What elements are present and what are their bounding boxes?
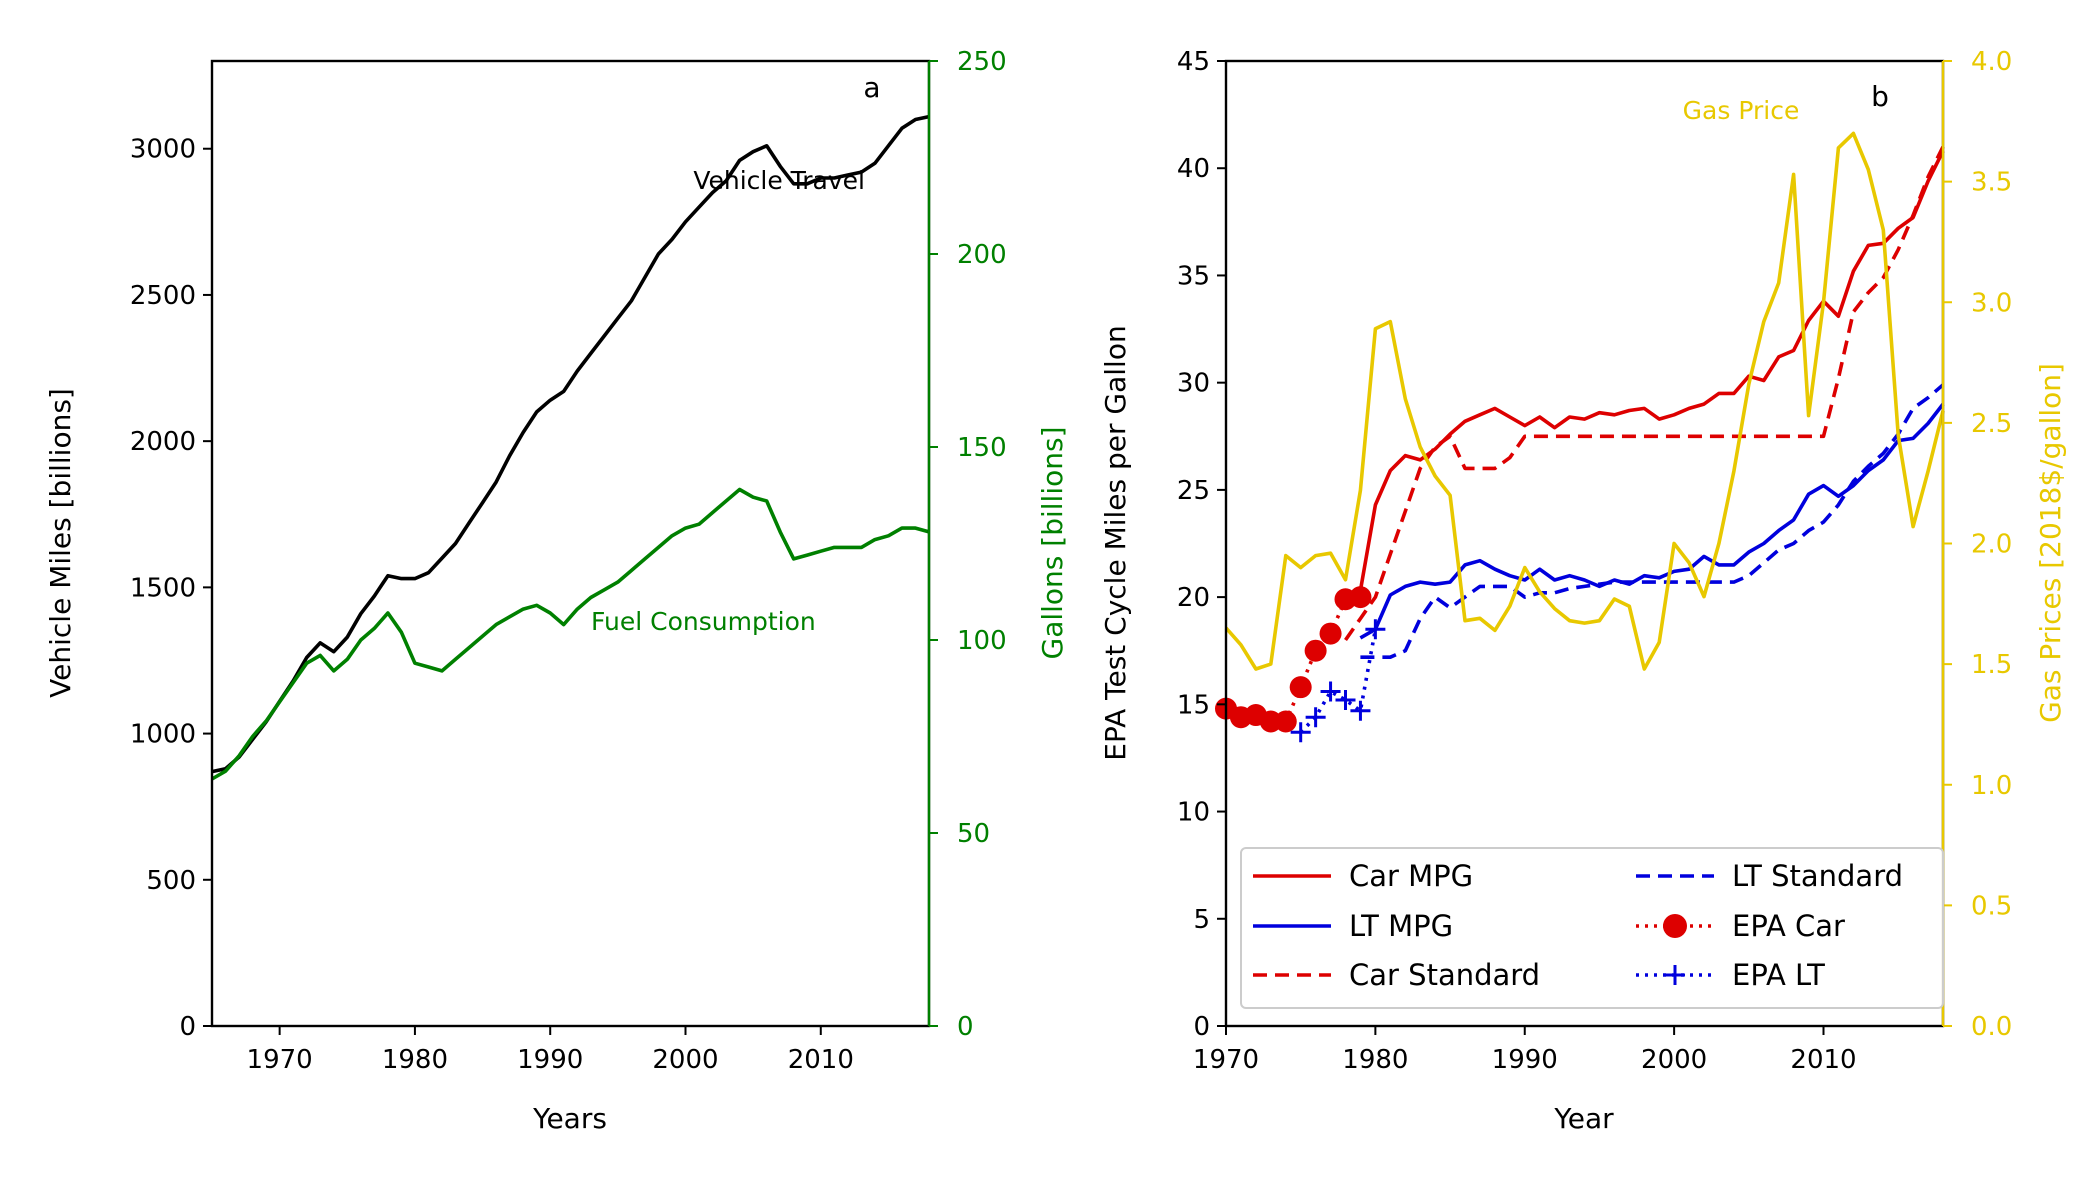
y-tick-label: 5 — [1193, 905, 1210, 935]
epa-car-point — [1289, 676, 1312, 699]
y-tick-label: 15 — [1177, 690, 1210, 720]
y2-tick-label: 50 — [957, 819, 990, 849]
panel-b-ticks: 1970 1980 1990 2000 2010 0 5 10 15 20 25 30 35 40 45 0.… — [1177, 47, 2012, 1075]
y2-tick-label: 2.5 — [1971, 409, 2012, 439]
y2-tick-label: 200 — [957, 240, 1007, 270]
lt-standard-line — [1360, 383, 1945, 660]
x-tick-label: 1990 — [1492, 1045, 1558, 1075]
fuel-consumption-annotation: Fuel Consumption — [591, 607, 816, 636]
epa-car-point — [1274, 710, 1297, 733]
epa-car-point — [1304, 639, 1327, 662]
panel-a-ticks: 1970 1980 1990 2000 201005001000150020002500… — [130, 47, 1007, 1075]
y2-tick-label: 4.0 — [1971, 47, 2012, 77]
panel-b: 1970 1980 1990 2000 2010 0 5 10 15 20 25 30 35 40 45 0.… — [1099, 47, 2067, 1135]
y-tick-label: 0 — [179, 1012, 196, 1042]
car-mpg-line — [1344, 150, 1945, 601]
y-tick-label: 1000 — [130, 720, 196, 750]
y-tick-label: 2000 — [130, 427, 196, 457]
epa-lt-point — [1365, 619, 1386, 640]
y2-tick-label: 3.0 — [1971, 288, 2012, 318]
gas-price-annotation: Gas Price — [1683, 96, 1800, 125]
y2-tick-label: 100 — [957, 626, 1007, 656]
panel-a: 1970 1980 1990 2000 201005001000150020002500… — [44, 47, 1069, 1135]
y2-tick-label: 0.0 — [1971, 1012, 2012, 1042]
legend-label-lt-mpg: LT MPG — [1349, 909, 1453, 943]
x-tick-label: 2000 — [1641, 1045, 1707, 1075]
y2-tick-label: 0 — [957, 1012, 974, 1042]
panel-a-y2label: Gallons [billions] — [1036, 427, 1069, 660]
panel-b-y2label: Gas Prices [2018$/gallon] — [2034, 363, 2067, 723]
epa-car-line — [1225, 595, 1361, 724]
epa-lt-point — [1305, 707, 1326, 728]
y-tick-label: 10 — [1177, 798, 1210, 828]
vehicle-travel-annotation: Vehicle Travel — [693, 166, 865, 195]
x-tick-label: 1970 — [247, 1045, 313, 1075]
panel-b-ylabel: EPA Test Cycle Miles per Gallon — [1099, 325, 1132, 760]
panel-b-plot-area — [1215, 131, 1945, 743]
y-tick-label: 35 — [1177, 261, 1210, 291]
epa-lt-line — [1299, 628, 1378, 734]
lt-mpg-line — [1359, 403, 1945, 640]
epa-lt-point — [1320, 681, 1341, 702]
y-tick-label: 500 — [146, 866, 196, 896]
x-tick-label: 2000 — [652, 1045, 718, 1075]
epa-car-point — [1319, 622, 1342, 645]
x-tick-label: 2010 — [788, 1045, 854, 1075]
y2-tick-label: 2.0 — [1971, 530, 2012, 560]
legend-marker-epa-lt — [1665, 965, 1685, 985]
panel-b-legend: Car MPG LT MPG Car Standard LT Standard EPA … — [1240, 847, 1944, 1009]
gas-price-line — [1224, 131, 1945, 671]
panel-a-xlabel: Years — [532, 1102, 607, 1135]
y-tick-label: 30 — [1177, 369, 1210, 399]
fuel-consumption-line — [211, 487, 930, 781]
legend-label-car-standard: Car Standard — [1349, 958, 1540, 992]
x-tick-label: 1990 — [517, 1045, 583, 1075]
panel-b-xlabel: Year — [1553, 1102, 1614, 1135]
y-tick-label: 45 — [1177, 47, 1210, 77]
y-tick-label: 25 — [1177, 476, 1210, 506]
legend-label-epa-car: EPA Car — [1732, 909, 1845, 943]
y-tick-label: 40 — [1177, 154, 1210, 184]
y2-tick-label: 250 — [957, 47, 1007, 77]
panel-a-label: a — [863, 71, 880, 104]
x-tick-label: 1980 — [1342, 1045, 1408, 1075]
y2-tick-label: 0.5 — [1971, 891, 2012, 921]
y2-tick-label: 1.0 — [1971, 771, 2012, 801]
y-tick-label: 0 — [1193, 1012, 1210, 1042]
legend-label-car-mpg: Car MPG — [1349, 859, 1473, 893]
vehicle-travel-line — [211, 114, 930, 774]
panel-a-ylabel: Vehicle Miles [billions] — [44, 388, 77, 698]
legend-frame — [1240, 847, 1944, 1009]
epa-lt-point — [1335, 690, 1356, 711]
legend-label-epa-lt: EPA LT — [1732, 958, 1825, 992]
x-tick-label: 1980 — [382, 1045, 448, 1075]
y-tick-label: 3000 — [130, 135, 196, 165]
y-tick-label: 20 — [1177, 583, 1210, 613]
y2-tick-label: 150 — [957, 433, 1007, 463]
epa-lt-point — [1290, 722, 1311, 743]
x-tick-label: 1970 — [1193, 1045, 1259, 1075]
epa-lt-point — [1350, 700, 1371, 721]
epa-car-point — [1349, 586, 1372, 609]
y2-tick-label: 3.5 — [1971, 168, 2012, 198]
y2-tick-label: 1.5 — [1971, 650, 2012, 680]
legend-marker-epa-car — [1663, 914, 1687, 938]
car-standard-line — [1344, 145, 1945, 642]
legend-label-lt-standard: LT Standard — [1732, 859, 1903, 893]
panel-b-label: b — [1871, 80, 1889, 113]
x-tick-label: 2010 — [1790, 1045, 1856, 1075]
panel-a-axes-frame — [210, 59, 931, 1028]
y-tick-label: 1500 — [130, 573, 196, 603]
y-tick-label: 2500 — [130, 281, 196, 311]
panel-a-plot-area — [211, 114, 930, 781]
